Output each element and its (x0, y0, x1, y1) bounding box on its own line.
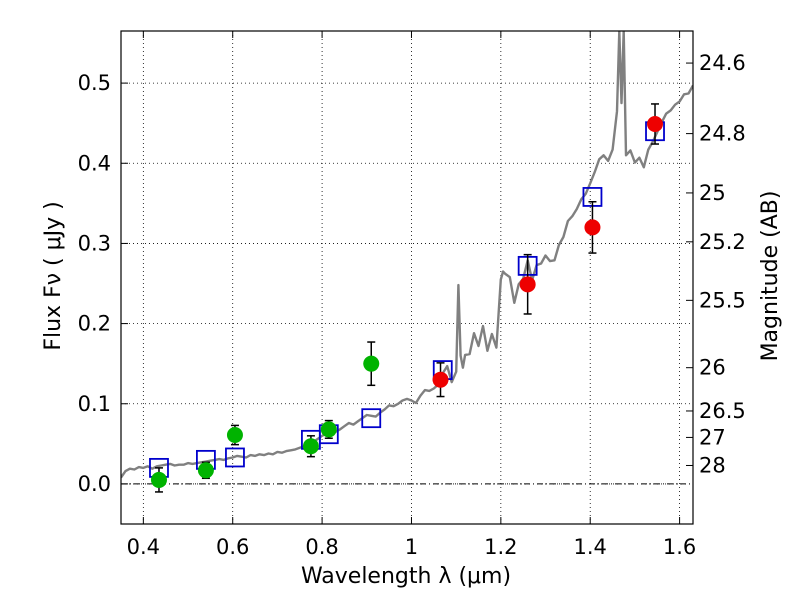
y-tick-label: 0.3 (78, 231, 111, 255)
data-point (584, 219, 601, 236)
y-tick-label: 0.1 (78, 392, 111, 416)
data-point (320, 421, 337, 438)
y-tick-label: 0.5 (78, 71, 111, 95)
model-photometry-square (225, 447, 245, 468)
plot-area (121, 31, 693, 493)
right-tick-label: 28 (699, 453, 726, 477)
right-tick-label: 25.2 (699, 230, 746, 254)
sed-spectrum-line (121, 31, 693, 479)
data-point (226, 427, 243, 444)
right-axis-title: Magnitude (AB) (758, 191, 783, 362)
x-axis-title: Wavelength λ (μm) (301, 564, 511, 589)
right-tick-label: 26.5 (699, 399, 746, 423)
x-tick-label: 0.8 (305, 535, 338, 559)
plot-frame (120, 30, 694, 525)
x-tick-label: 0.4 (127, 535, 160, 559)
y-tick-label: 0.2 (78, 312, 111, 336)
data-point (363, 355, 380, 372)
right-tick-label: 25.5 (699, 288, 746, 312)
data-point (302, 438, 319, 455)
right-tick-label: 24.6 (699, 51, 746, 75)
right-tick-label: 26 (699, 356, 726, 380)
x-tick-label: 1.4 (574, 535, 607, 559)
data-point (150, 471, 167, 488)
right-tick-label: 24.8 (699, 122, 746, 146)
y-axis-title: Flux Fν ( μJy ) (41, 201, 66, 350)
x-tick-label: 1.2 (484, 535, 517, 559)
x-tick-label: 1 (405, 535, 418, 559)
x-tick-label: 0.6 (216, 535, 249, 559)
x-tick-label: 1.6 (663, 535, 696, 559)
axes: 0.4 0.6 0.8 1 1.2 1.4 1.6 0.0 0.1 0.2 0.3 0.4 0.5 24.… (78, 31, 746, 559)
data-point (432, 371, 449, 388)
y-tick-label: 0.0 (78, 472, 111, 496)
data-point (197, 462, 214, 479)
right-tick-label: 25 (699, 181, 726, 205)
y-tick-label: 0.4 (78, 151, 111, 175)
data-point (647, 115, 664, 132)
model-photometry-square (361, 408, 382, 429)
right-tick-label: 27 (699, 425, 726, 449)
data-point (519, 276, 536, 293)
